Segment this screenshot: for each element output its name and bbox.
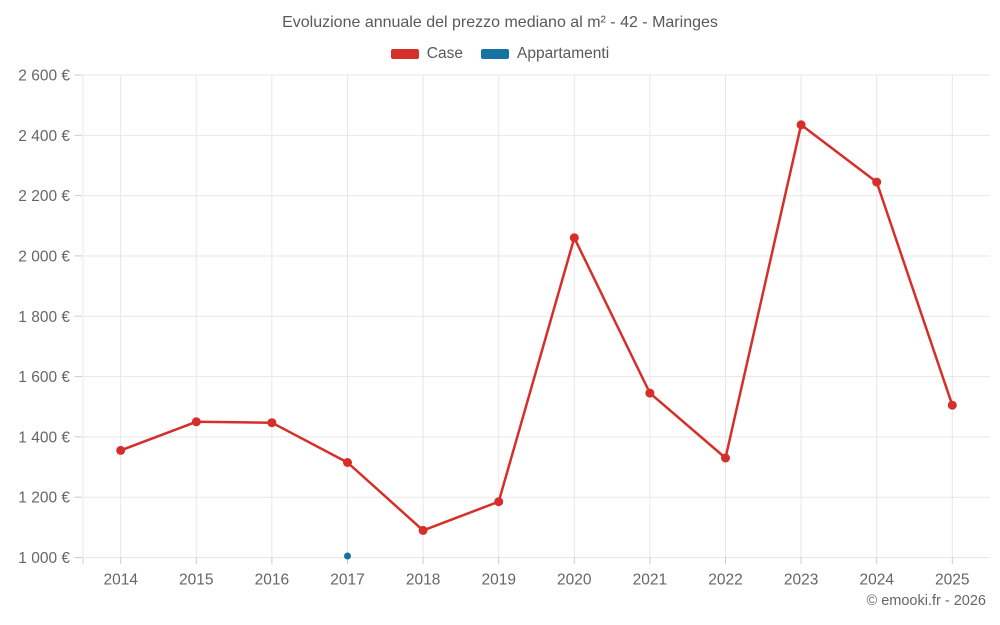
x-axis-label: 2015 bbox=[179, 572, 213, 589]
data-point-case-2018[interactable] bbox=[418, 525, 428, 535]
x-axis-label: 2022 bbox=[708, 572, 742, 589]
y-axis-label: 1 000 € bbox=[18, 550, 70, 567]
x-axis-label: 2014 bbox=[103, 572, 138, 589]
data-point-case-2017[interactable] bbox=[343, 458, 352, 467]
y-axis-label: 2 000 € bbox=[18, 248, 70, 265]
x-axis-label: 2020 bbox=[557, 572, 592, 589]
x-axis-label: 2021 bbox=[633, 572, 667, 589]
y-axis-label: 2 600 € bbox=[18, 68, 70, 85]
legend-item-appartamenti[interactable]: Appartamenti bbox=[480, 45, 610, 63]
x-axis-label: 2023 bbox=[784, 572, 818, 589]
y-axis-label: 1 400 € bbox=[18, 429, 70, 446]
data-point-case-2019[interactable] bbox=[494, 497, 504, 507]
data-point-case-2024[interactable] bbox=[872, 177, 882, 187]
series-line-case bbox=[119, 123, 954, 532]
data-point-case-2015[interactable] bbox=[191, 417, 201, 427]
data-point-appartamenti-2017[interactable] bbox=[344, 552, 351, 560]
x-axis-label: 2019 bbox=[481, 572, 515, 589]
data-point-case-2022[interactable] bbox=[721, 453, 730, 463]
legend-swatch-appartamenti bbox=[480, 49, 509, 59]
legend-swatch-case bbox=[390, 49, 419, 59]
chart-legend: Case Appartamenti bbox=[0, 45, 1000, 63]
legend-label-appartamenti: Appartamenti bbox=[516, 45, 610, 62]
x-axis-label: 2024 bbox=[859, 572, 894, 589]
y-axis-label: 2 400 € bbox=[18, 128, 70, 145]
copyright-credit: © emooki.fr - 2026 bbox=[866, 593, 986, 609]
y-axis-label: 1 600 € bbox=[18, 369, 70, 386]
data-point-case-2020[interactable] bbox=[569, 233, 579, 243]
data-point-case-2014[interactable] bbox=[116, 445, 126, 455]
x-axis-label: 2025 bbox=[935, 572, 969, 589]
data-point-case-2023[interactable] bbox=[796, 120, 806, 130]
data-point-case-2025[interactable] bbox=[947, 400, 957, 410]
y-axis-label: 1 200 € bbox=[18, 490, 70, 507]
legend-item-case[interactable]: Case bbox=[390, 45, 463, 63]
chart-title: Evoluzione annuale del prezzo mediano al… bbox=[282, 14, 718, 31]
x-axis-label: 2017 bbox=[330, 572, 364, 589]
x-axis-label: 2016 bbox=[255, 572, 289, 589]
legend-label-case: Case bbox=[426, 45, 463, 62]
data-point-case-2016[interactable] bbox=[267, 418, 277, 428]
data-point-case-2021[interactable] bbox=[645, 388, 655, 398]
y-axis-label: 1 800 € bbox=[18, 309, 70, 326]
x-axis-label: 2018 bbox=[406, 572, 440, 589]
y-axis-label: 2 200 € bbox=[18, 188, 70, 205]
